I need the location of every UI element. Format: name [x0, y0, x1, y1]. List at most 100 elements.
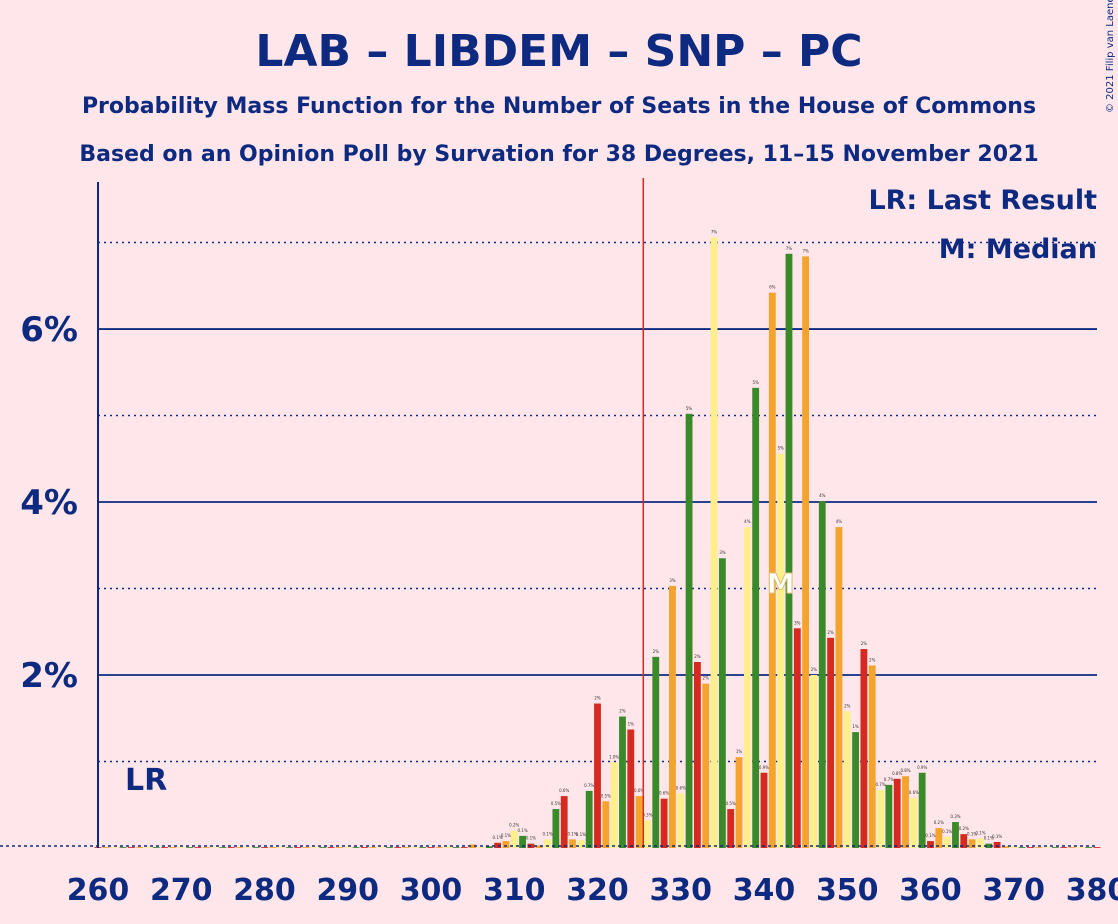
bar-seat-364 — [960, 834, 968, 848]
bar-label-seat-324: 1% — [628, 722, 635, 727]
bar-seat-350 — [843, 711, 851, 848]
bar-label-seat-358: 0.6% — [909, 790, 919, 795]
bar-seat-268 — [161, 847, 169, 848]
x-tick-300: 300 — [400, 873, 463, 908]
bar-seat-341 — [768, 292, 776, 849]
bar-label-seat-338: 4% — [744, 519, 751, 524]
bar-seat-264 — [127, 847, 135, 848]
bar-label-seat-316: 0.6% — [559, 788, 569, 793]
bar-seat-357 — [902, 776, 909, 848]
bar-seat-368 — [993, 841, 1001, 848]
bar-seat-280 — [261, 847, 268, 848]
x-tick-290: 290 — [316, 873, 379, 908]
bar-label-seat-362: 0.1% — [942, 829, 952, 834]
bar-seat-305 — [469, 844, 477, 848]
bar-seat-316 — [560, 796, 568, 848]
bar-label-seat-365: 0.1% — [967, 831, 977, 836]
bar-seat-287 — [319, 847, 327, 848]
bar-label-seat-322: 1.0% — [609, 754, 619, 759]
bar-seat-380 — [1093, 847, 1101, 848]
bar-label-seat-328: 0.6% — [659, 791, 669, 796]
bar-seat-292 — [360, 847, 368, 848]
copyright-notice: © 2021 Filip van Laenen — [1105, 0, 1116, 113]
bar-label-seat-327: 2% — [653, 649, 660, 654]
bar-seat-308 — [494, 842, 502, 848]
bar-label-seat-312: 0.1% — [526, 836, 536, 841]
bar-label-seat-368: 0.1% — [992, 834, 1002, 839]
bar-label-seat-347: 4% — [819, 493, 826, 498]
last-result-marker: LR — [125, 763, 167, 798]
bar-seat-343 — [785, 253, 793, 848]
bar-label-seat-340: 0.9% — [759, 765, 769, 770]
bar-seat-301 — [435, 847, 443, 848]
bar-seat-339 — [752, 387, 760, 848]
bar-seat-377 — [1068, 847, 1076, 848]
bar-series — [94, 237, 1101, 849]
bar-seat-375 — [1051, 847, 1059, 848]
bar-label-seat-321: 0.5% — [601, 793, 611, 798]
bar-seat-300 — [427, 847, 435, 848]
x-tick-360: 360 — [899, 873, 962, 908]
bar-label-seat-334: 7% — [711, 229, 718, 234]
bar-seat-298 — [410, 847, 418, 848]
legend-median: M: Median — [939, 234, 1097, 265]
bar-seat-302 — [444, 846, 452, 848]
y-tick-2: 2% — [20, 656, 78, 696]
bar-seat-269 — [169, 847, 177, 848]
x-tick-340: 340 — [733, 873, 796, 908]
bar-seat-372 — [1026, 847, 1034, 848]
x-tick-370: 370 — [982, 873, 1045, 908]
bar-label-seat-364: 0.2% — [959, 826, 969, 831]
x-tick-280: 280 — [233, 873, 296, 908]
bar-seat-330 — [677, 793, 685, 848]
y-tick-6: 6% — [20, 310, 78, 350]
y-tick-labels: 2% 4% 6% — [20, 310, 78, 696]
y-tick-4: 4% — [20, 483, 78, 523]
bar-seat-304 — [460, 847, 468, 848]
bar-seat-275 — [219, 847, 227, 848]
bar-seat-342 — [777, 453, 785, 848]
bar-seat-336 — [727, 809, 735, 848]
bar-seat-288 — [327, 847, 335, 848]
bar-seat-314 — [544, 839, 551, 848]
bar-seat-263 — [119, 847, 127, 848]
bar-seat-297 — [402, 847, 410, 848]
bar-seat-366 — [977, 838, 984, 848]
bar-label-seat-310: 0.2% — [509, 823, 519, 828]
bar-seat-332 — [693, 662, 701, 848]
bar-label-seat-361: 0.2% — [934, 820, 944, 825]
bar-seat-346 — [810, 675, 818, 848]
bar-seat-363 — [952, 822, 959, 848]
x-tick-320: 320 — [566, 873, 629, 908]
bar-label-seat-353: 2% — [869, 657, 876, 662]
bar-seat-337 — [735, 757, 743, 848]
bar-seat-331 — [685, 413, 693, 848]
bar-seat-281 — [269, 847, 277, 848]
bar-seat-318 — [577, 840, 585, 848]
bar-seat-310 — [510, 830, 518, 848]
bar-seat-335 — [718, 558, 726, 848]
bar-seat-333 — [702, 683, 710, 848]
chart-title: LAB – LIBDEM – SNP – PC — [255, 26, 862, 77]
x-tick-310: 310 — [483, 873, 546, 908]
bar-value-labels: 0.1%0.1%0.2%0.1%0.1%0.1%0.5%0.6%0.1%0.1%… — [493, 229, 1003, 840]
bar-label-seat-348: 2% — [827, 630, 834, 635]
bar-label-seat-351: 1% — [852, 724, 859, 729]
bar-label-seat-315: 0.5% — [551, 801, 561, 806]
bar-label-seat-308: 0.1% — [493, 835, 503, 840]
bar-label-seat-337: 1% — [736, 749, 743, 754]
bar-seat-267 — [152, 847, 160, 848]
bar-label-seat-342: 5% — [777, 446, 784, 451]
bar-seat-348 — [827, 637, 835, 848]
bar-seat-351 — [852, 732, 859, 848]
bar-label-seat-354: 0.7% — [875, 782, 885, 787]
bar-label-seat-359: 0.9% — [917, 765, 927, 770]
bar-label-seat-352: 2% — [861, 641, 868, 646]
bar-seat-265 — [136, 847, 144, 848]
bar-seat-289 — [336, 847, 343, 848]
x-tick-350: 350 — [816, 873, 879, 908]
bar-seat-283 — [286, 847, 293, 848]
bar-seat-369 — [1002, 846, 1009, 848]
bar-label-seat-343: 7% — [786, 246, 793, 251]
bar-seat-293 — [369, 847, 377, 848]
